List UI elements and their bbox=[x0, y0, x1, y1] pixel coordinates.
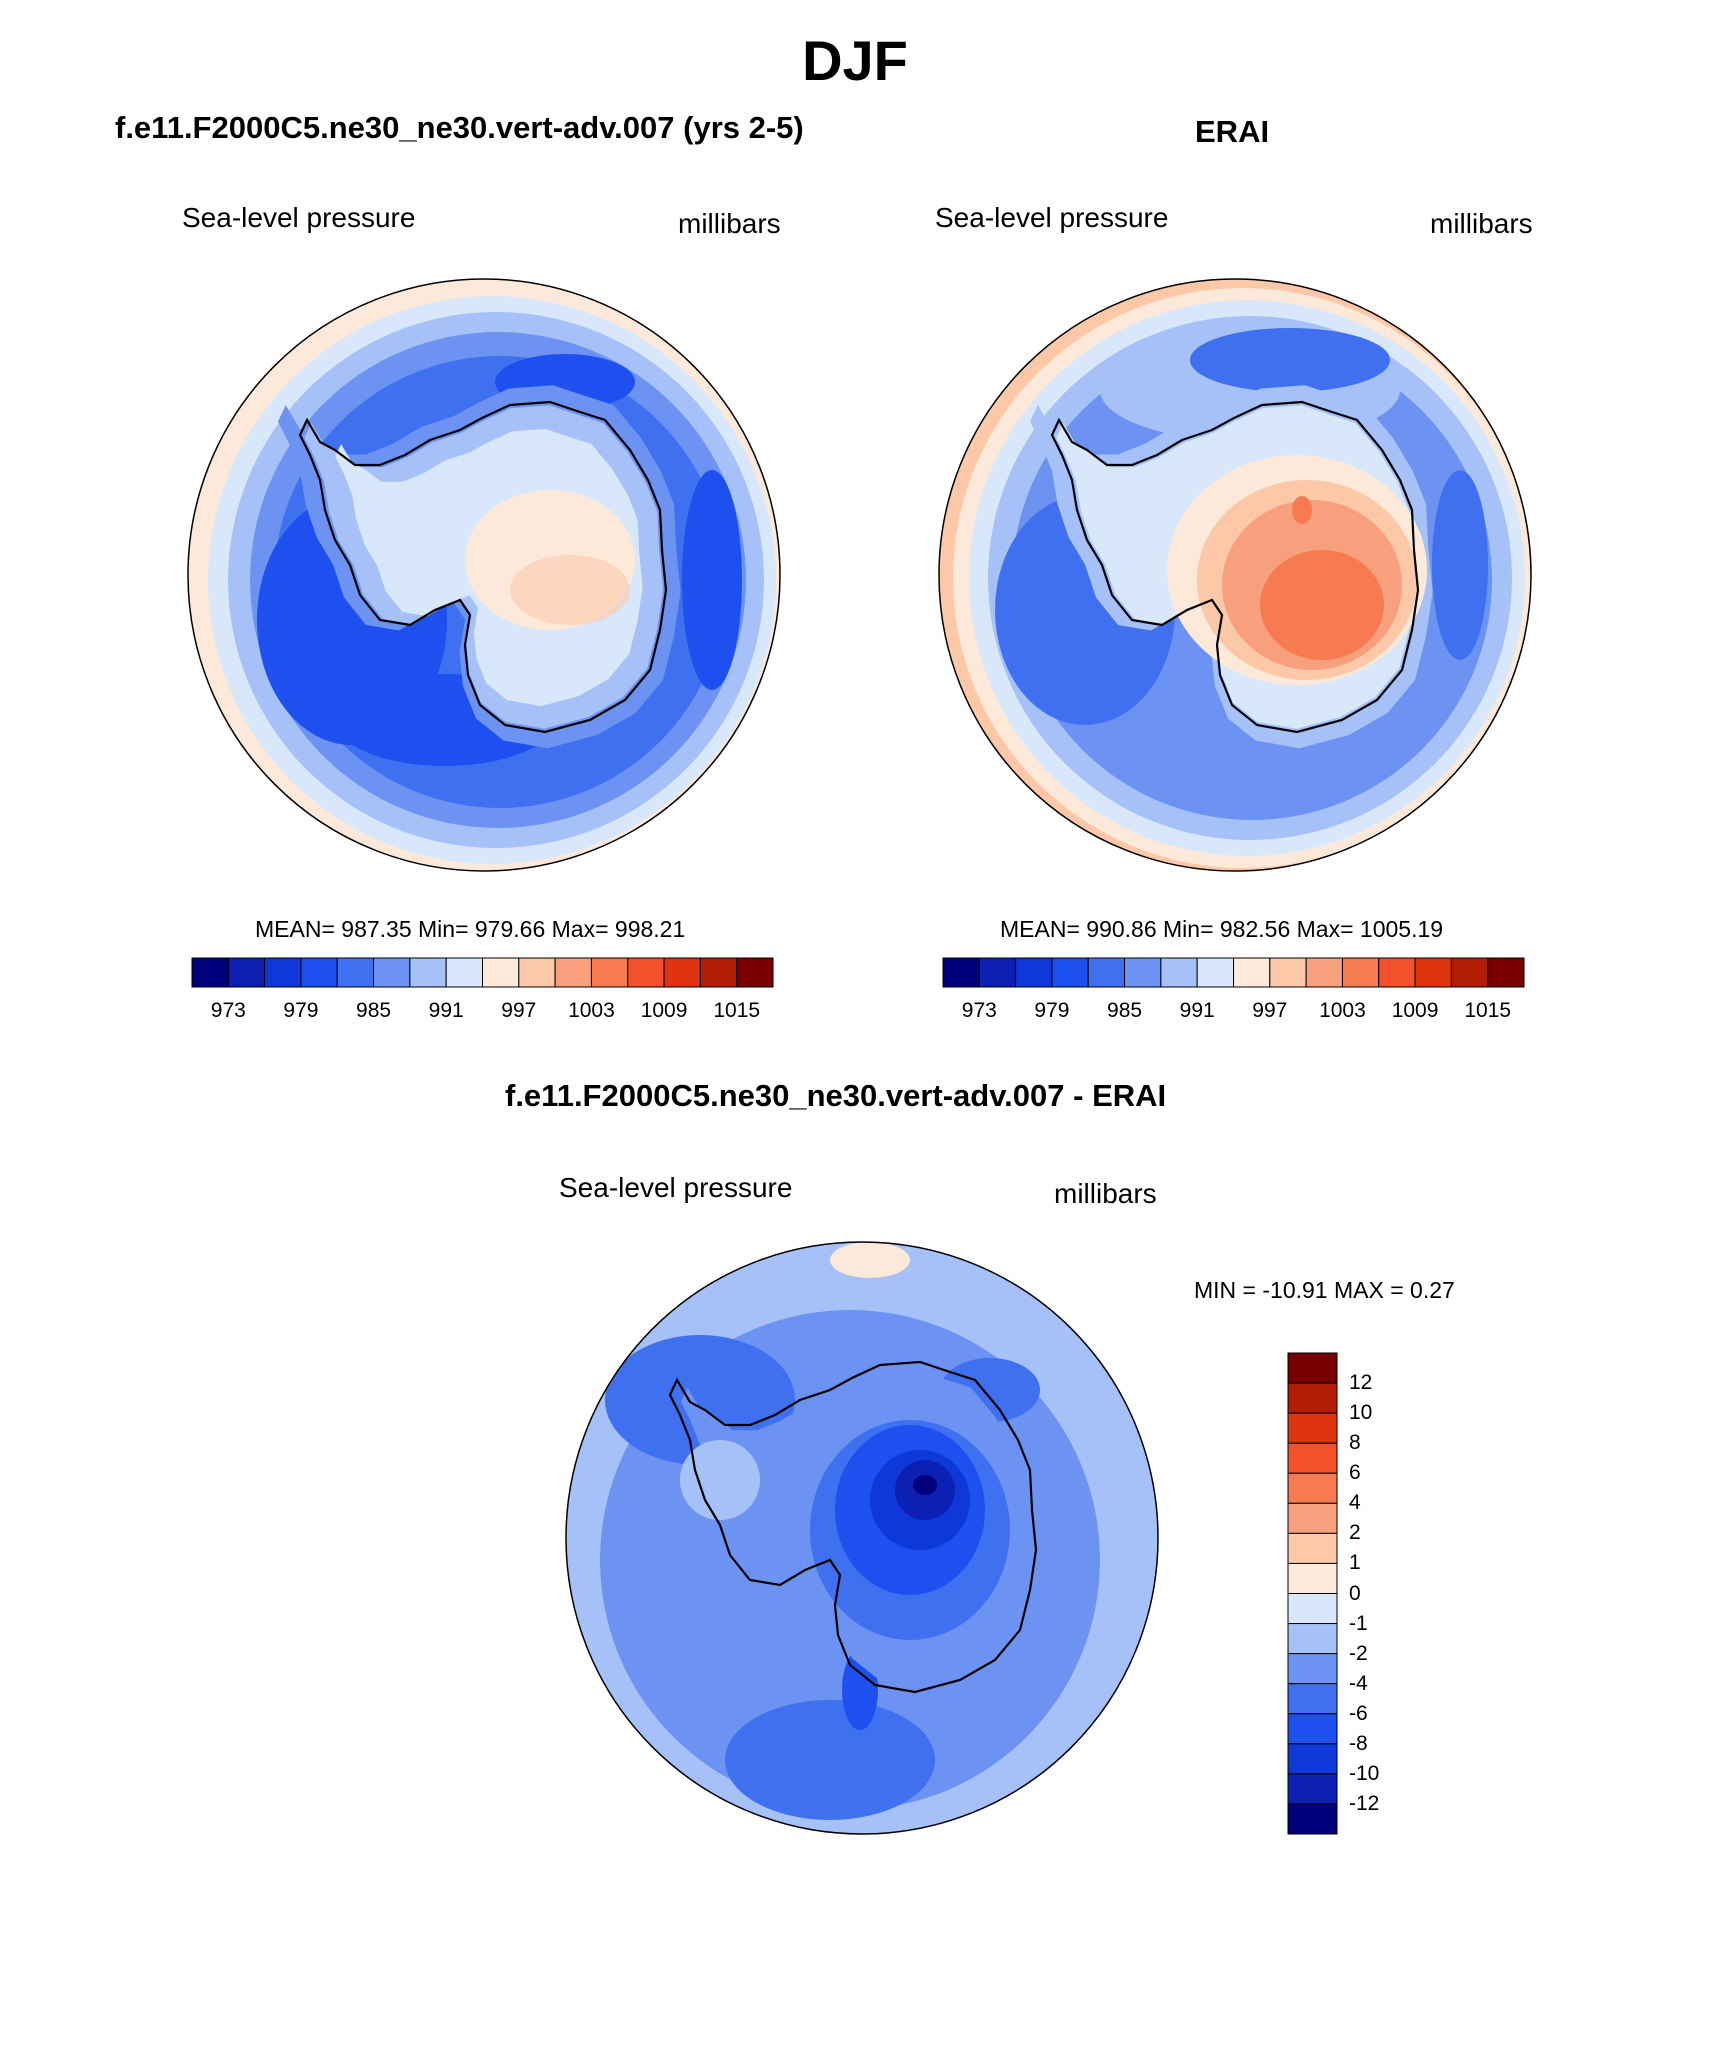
colorbar-swatch bbox=[1341, 957, 1380, 988]
colorbar-swatch bbox=[227, 957, 266, 988]
diff-colorbar-swatch bbox=[1287, 1562, 1338, 1594]
colorbar-tick-label: 1015 bbox=[1464, 999, 1512, 1022]
diff-colorbar-tick-label: 0 bbox=[1349, 1581, 1361, 1605]
colorbar-swatch bbox=[699, 957, 738, 988]
colorbar-swatch bbox=[1196, 957, 1234, 988]
colorbar-swatch bbox=[518, 957, 556, 988]
colorbar-tick-label: 997 bbox=[1252, 999, 1288, 1022]
colorbar-swatch bbox=[1450, 957, 1489, 988]
colorbar-tick-label: 985 bbox=[356, 999, 392, 1022]
colorbar-tick-label: 985 bbox=[1107, 999, 1143, 1022]
obs-colorbar bbox=[942, 957, 1525, 988]
diff-colorbar-swatch bbox=[1287, 1502, 1338, 1534]
colorbar-swatch bbox=[1378, 957, 1416, 988]
obs-variable-label: Sea-level pressure bbox=[935, 202, 1169, 233]
diff-colorbar-tick-label: -8 bbox=[1349, 1731, 1368, 1755]
colorbar-swatch bbox=[1124, 957, 1162, 988]
colorbar-tick-label: 991 bbox=[1179, 999, 1215, 1022]
colorbar-swatch bbox=[1233, 957, 1271, 988]
colorbar-swatch bbox=[978, 957, 1017, 988]
colorbar-tick-label: 1009 bbox=[640, 999, 688, 1022]
diff-colorbar-swatch bbox=[1287, 1472, 1338, 1504]
diff-colorbar-tick-label: 1 bbox=[1349, 1551, 1361, 1575]
colorbar-tick-label: 991 bbox=[428, 999, 464, 1022]
diff-colorbar-swatch bbox=[1287, 1683, 1338, 1715]
diff-colorbar-tick-label: 8 bbox=[1349, 1431, 1361, 1455]
obs-panel-header: ERAI bbox=[1195, 114, 1270, 149]
colorbar-swatch bbox=[1305, 957, 1343, 988]
model-panel-header: f.e11.F2000C5.ne30_ne30.vert-adv.007 (yr… bbox=[115, 110, 804, 145]
colorbar-swatch bbox=[590, 957, 629, 988]
colorbar-swatch bbox=[627, 957, 665, 988]
colorbar-tick-label: 1003 bbox=[1319, 999, 1366, 1022]
diff-colorbar-swatch bbox=[1287, 1713, 1338, 1745]
colorbar-tick-label: 1003 bbox=[568, 999, 615, 1022]
model-units-label: millibars bbox=[678, 208, 781, 239]
diff-colorbar-swatch bbox=[1287, 1803, 1338, 1835]
diff-colorbar-tick-label: 12 bbox=[1349, 1371, 1373, 1395]
colorbar-swatch bbox=[1087, 957, 1126, 988]
colorbar-swatch bbox=[1269, 957, 1307, 988]
colorbar-swatch bbox=[1015, 957, 1053, 988]
diff-panel-header: f.e11.F2000C5.ne30_ne30.vert-adv.007 - E… bbox=[505, 1078, 1167, 1113]
colorbar-swatch bbox=[482, 957, 520, 988]
diff-colorbar-swatch bbox=[1287, 1743, 1338, 1775]
colorbar-swatch bbox=[1160, 957, 1198, 988]
colorbar-tick-label: 1009 bbox=[1391, 999, 1439, 1022]
colorbar-swatch bbox=[663, 957, 701, 988]
diff-colorbar-tick-label: -10 bbox=[1349, 1761, 1380, 1785]
colorbar-swatch bbox=[1487, 957, 1525, 988]
colorbar-tick-label: 997 bbox=[501, 999, 537, 1022]
diff-colorbar-swatch bbox=[1287, 1773, 1338, 1805]
diff-colorbar-swatch bbox=[1287, 1352, 1338, 1384]
diff-colorbar-tick-label: 2 bbox=[1349, 1521, 1361, 1545]
colorbar-swatch bbox=[336, 957, 375, 988]
obs-units-label: millibars bbox=[1430, 208, 1533, 239]
colorbar-tick-label: 973 bbox=[961, 999, 997, 1022]
model-variable-label: Sea-level pressure bbox=[182, 202, 416, 233]
diff-colorbar-swatch bbox=[1287, 1532, 1338, 1564]
diff-colorbar bbox=[1287, 1352, 1338, 1835]
diff-stats: MIN = -10.91 MAX = 0.27 bbox=[1194, 1277, 1455, 1303]
colorbar-swatch bbox=[1051, 957, 1089, 988]
diff-units-label: millibars bbox=[1054, 1178, 1157, 1209]
diff-colorbar-tick-label: 4 bbox=[1349, 1491, 1361, 1515]
diff-colorbar-swatch bbox=[1287, 1382, 1338, 1414]
diff-colorbar-tick-label: -6 bbox=[1349, 1701, 1368, 1725]
diff-variable-label: Sea-level pressure bbox=[559, 1172, 793, 1203]
colorbar-tick-label: 979 bbox=[1034, 999, 1070, 1022]
diff-colorbar-swatch bbox=[1287, 1442, 1338, 1474]
colorbar-tick-label: 1015 bbox=[713, 999, 761, 1022]
colorbar-swatch bbox=[191, 957, 229, 988]
diff-colorbar-tick-label: -2 bbox=[1349, 1641, 1368, 1665]
diff-colorbar-swatch bbox=[1287, 1623, 1338, 1655]
diff-colorbar-tick-label: -4 bbox=[1349, 1671, 1368, 1695]
colorbar-swatch bbox=[554, 957, 592, 988]
diff-colorbar-tick-label: 10 bbox=[1349, 1401, 1373, 1425]
colorbar-tick-label: 973 bbox=[210, 999, 246, 1022]
colorbar-tick-label: 979 bbox=[283, 999, 319, 1022]
colorbar-swatch bbox=[300, 957, 338, 988]
colorbar-swatch bbox=[409, 957, 447, 988]
diff-colorbar-tick-label: -12 bbox=[1349, 1791, 1380, 1815]
colorbar-swatch bbox=[445, 957, 483, 988]
diff-colorbar-swatch bbox=[1287, 1593, 1338, 1625]
figure-title: DJF bbox=[802, 29, 908, 92]
colorbar-swatch bbox=[942, 957, 980, 988]
diff-colorbar-tick-label: 6 bbox=[1349, 1461, 1361, 1485]
diff-slp-map bbox=[565, 1241, 1159, 1835]
obs-stats: MEAN= 990.86 Min= 982.56 Max= 1005.19 bbox=[1000, 916, 1444, 942]
diff-colorbar-swatch bbox=[1287, 1412, 1338, 1444]
diff-colorbar-tick-label: -1 bbox=[1349, 1611, 1368, 1635]
obs-slp-map bbox=[938, 278, 1532, 872]
colorbar-swatch bbox=[373, 957, 411, 988]
colorbar-swatch bbox=[1414, 957, 1452, 988]
model-colorbar bbox=[191, 957, 774, 988]
colorbar-swatch bbox=[736, 957, 774, 988]
diff-colorbar-swatch bbox=[1287, 1653, 1338, 1685]
model-slp-map bbox=[187, 278, 781, 872]
model-stats: MEAN= 987.35 Min= 979.66 Max= 998.21 bbox=[255, 916, 686, 942]
colorbar-swatch bbox=[264, 957, 302, 988]
